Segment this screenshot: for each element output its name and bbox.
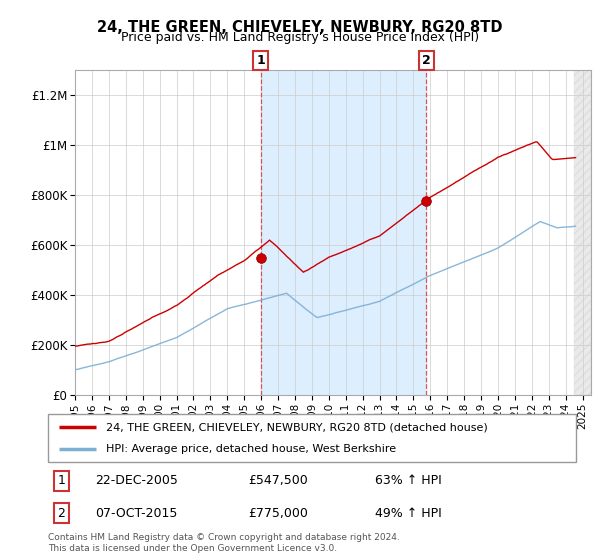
Text: £775,000: £775,000: [248, 507, 308, 520]
FancyBboxPatch shape: [48, 414, 576, 462]
Bar: [260, 70, 427, 395]
Text: Contains HM Land Registry data © Crown copyright and database right 2024.
This d: Contains HM Land Registry data © Crown c…: [48, 533, 400, 553]
Text: 1: 1: [57, 474, 65, 487]
Text: 24, THE GREEN, CHIEVELEY, NEWBURY, RG20 8TD: 24, THE GREEN, CHIEVELEY, NEWBURY, RG20 …: [97, 20, 503, 35]
Text: 2: 2: [57, 507, 65, 520]
Text: 63% ↑ HPI: 63% ↑ HPI: [376, 474, 442, 487]
Text: HPI: Average price, detached house, West Berkshire: HPI: Average price, detached house, West…: [106, 444, 396, 454]
Text: 2: 2: [422, 54, 431, 67]
Text: 24, THE GREEN, CHIEVELEY, NEWBURY, RG20 8TD (detached house): 24, THE GREEN, CHIEVELEY, NEWBURY, RG20 …: [106, 422, 488, 432]
Text: 1: 1: [256, 54, 265, 67]
Text: Price paid vs. HM Land Registry's House Price Index (HPI): Price paid vs. HM Land Registry's House …: [121, 31, 479, 44]
Text: 49% ↑ HPI: 49% ↑ HPI: [376, 507, 442, 520]
Text: £547,500: £547,500: [248, 474, 308, 487]
Text: 07-OCT-2015: 07-OCT-2015: [95, 507, 178, 520]
Text: 22-DEC-2005: 22-DEC-2005: [95, 474, 178, 487]
Bar: [574, 70, 591, 395]
